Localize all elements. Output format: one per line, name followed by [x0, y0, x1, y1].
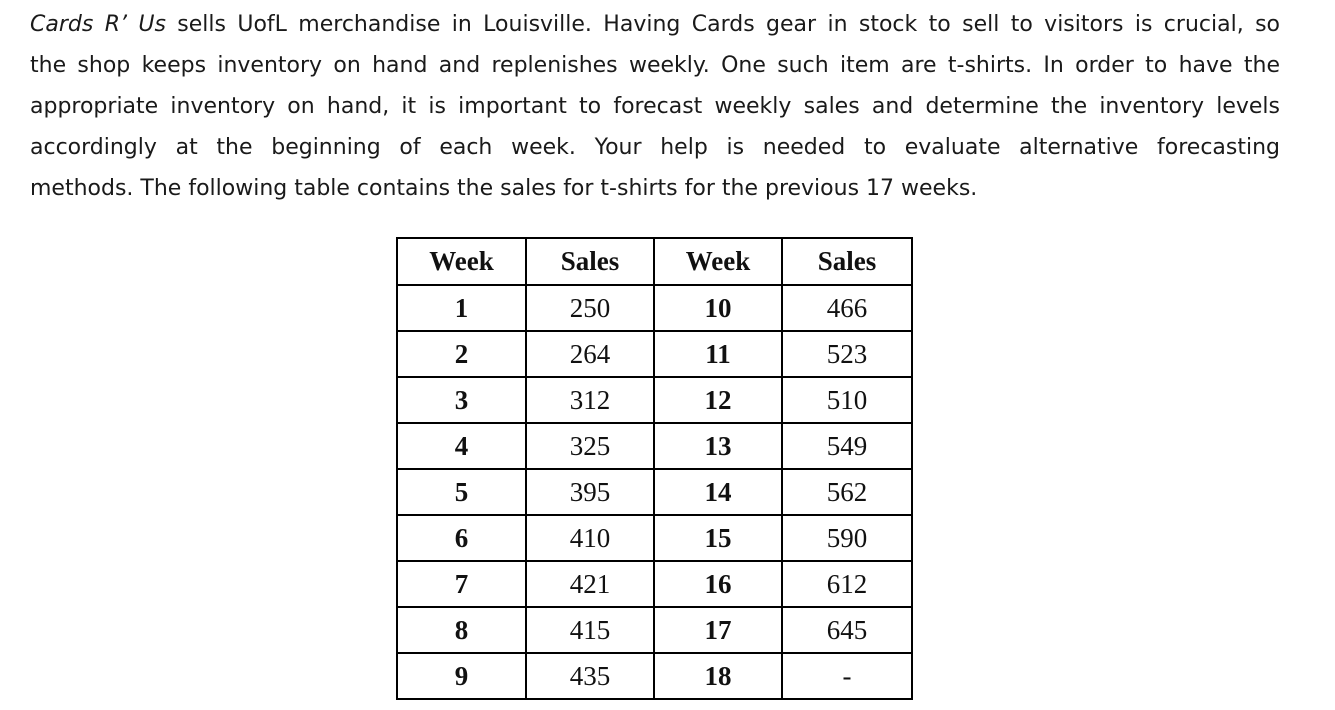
sales-cell: 523: [781, 330, 913, 378]
table-row: 1 250 10 466: [396, 284, 913, 332]
intro-line: Cards R’ Us sells UofL merchandise in Lo…: [30, 4, 1280, 45]
week-cell: 1: [396, 284, 527, 332]
week-cell: 7: [396, 560, 527, 608]
table-body: 1 250 10 466 2 264 11 523 3 312 12 510 4 325 13 549 5 395…: [396, 284, 913, 700]
sales-table: Week Sales Week Sales 1 250 10 466 2 264 11 523…: [396, 237, 913, 700]
table-row: 3 312 12 510: [396, 376, 913, 424]
table-row: 4 325 13 549: [396, 422, 913, 470]
sales-cell: 590: [781, 514, 913, 562]
table-row: 5 395 14 562: [396, 468, 913, 516]
week-cell: 16: [653, 560, 783, 608]
sales-cell: 645: [781, 606, 913, 654]
week-cell: 3: [396, 376, 527, 424]
table-row: 7 421 16 612: [396, 560, 913, 608]
sales-cell: 312: [525, 376, 655, 424]
intro-line-text: sells UofL merchandise in Louisville. Ha…: [165, 12, 1280, 37]
week-cell: 2: [396, 330, 527, 378]
header-sales: Sales: [525, 237, 655, 286]
week-cell: 17: [653, 606, 783, 654]
sales-cell: 410: [525, 514, 655, 562]
table-row: 2 264 11 523: [396, 330, 913, 378]
sales-cell: 510: [781, 376, 913, 424]
sales-cell: 435: [525, 652, 655, 700]
table-row: 8 415 17 645: [396, 606, 913, 654]
sales-cell: 325: [525, 422, 655, 470]
week-cell: 14: [653, 468, 783, 516]
intro-line: methods. The following table contains th…: [30, 176, 978, 201]
week-cell: 10: [653, 284, 783, 332]
week-cell: 15: [653, 514, 783, 562]
sales-cell: 549: [781, 422, 913, 470]
sales-cell: 264: [525, 330, 655, 378]
sales-cell: 466: [781, 284, 913, 332]
week-cell: 12: [653, 376, 783, 424]
intro-line: accordingly at the beginning of each wee…: [30, 135, 1280, 160]
header-week: Week: [653, 237, 783, 286]
sales-cell: 612: [781, 560, 913, 608]
sales-cell: 562: [781, 468, 913, 516]
intro-line: appropriate inventory on hand, it is imp…: [30, 94, 1280, 119]
week-cell: 5: [396, 468, 527, 516]
week-cell: 6: [396, 514, 527, 562]
company-name: Cards R’ Us: [30, 12, 166, 37]
table-row: 6 410 15 590: [396, 514, 913, 562]
week-cell: 9: [396, 652, 527, 700]
intro-line: the shop keeps inventory on hand and rep…: [30, 53, 1280, 78]
header-sales: Sales: [781, 237, 913, 286]
week-cell: 8: [396, 606, 527, 654]
sales-cell: 250: [525, 284, 655, 332]
header-week: Week: [396, 237, 527, 286]
sales-cell: 395: [525, 468, 655, 516]
week-cell: 4: [396, 422, 527, 470]
intro-paragraph: Cards R’ Us sells UofL merchandise in Lo…: [30, 4, 1280, 209]
week-cell: 11: [653, 330, 783, 378]
table-row: 9 435 18-: [396, 652, 913, 700]
sales-cell: -: [781, 652, 913, 700]
week-cell: 18: [653, 652, 783, 700]
sales-cell: 421: [525, 560, 655, 608]
week-cell: 13: [653, 422, 783, 470]
sales-cell: 415: [525, 606, 655, 654]
table-header-row: Week Sales Week Sales: [396, 237, 913, 286]
